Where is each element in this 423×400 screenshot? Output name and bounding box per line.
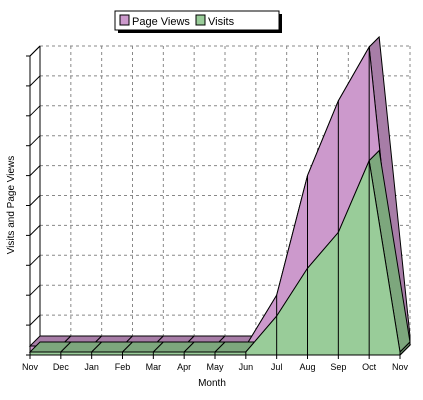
legend-label-page-views: Page Views (132, 16, 190, 28)
legend-label-visits: Visits (208, 16, 235, 28)
y-tick-depth (29, 284, 41, 296)
y-tick-depth (29, 75, 41, 87)
y-tick-depth (29, 225, 41, 236)
x-tick-label: Jul (271, 362, 283, 372)
y-tick-depth (29, 314, 41, 326)
x-tick-label: Nov (22, 362, 39, 372)
x-tick-label: Feb (115, 362, 131, 372)
x-tick-label: Dec (53, 362, 70, 372)
y-tick-depth (29, 135, 41, 147)
y-axis-title: Visits and Page Views (6, 156, 17, 255)
x-tick-label: Aug (299, 362, 315, 372)
legend: Page Views Visits (114, 10, 282, 33)
x-tick-labels: Nov Dec Jan Feb Mar Apr May Jun Jul Aug Sep Oct Nov (22, 355, 409, 372)
x-tick-label: Sep (330, 362, 346, 372)
x-tick-label: Jan (84, 362, 99, 372)
x-tick-label: Oct (362, 362, 377, 372)
x-axis-title: Month (198, 378, 226, 389)
x-tick-label: Apr (177, 362, 191, 372)
y-tick-depth (29, 165, 41, 176)
series-visits (28, 149, 411, 357)
y-tick-depth (29, 45, 41, 57)
series-areas (28, 35, 411, 357)
y-tick-depth (29, 254, 41, 266)
y-tick-depth (29, 195, 41, 206)
x-tick-label: Nov (392, 362, 409, 372)
x-tick-label: Mar (146, 362, 162, 372)
legend-swatch-visits (195, 14, 206, 26)
x-tick-label: Jun (239, 362, 254, 372)
x-tick-label: May (206, 362, 224, 372)
y-tick-depth (29, 105, 41, 117)
legend-swatch-page-views (119, 14, 130, 26)
